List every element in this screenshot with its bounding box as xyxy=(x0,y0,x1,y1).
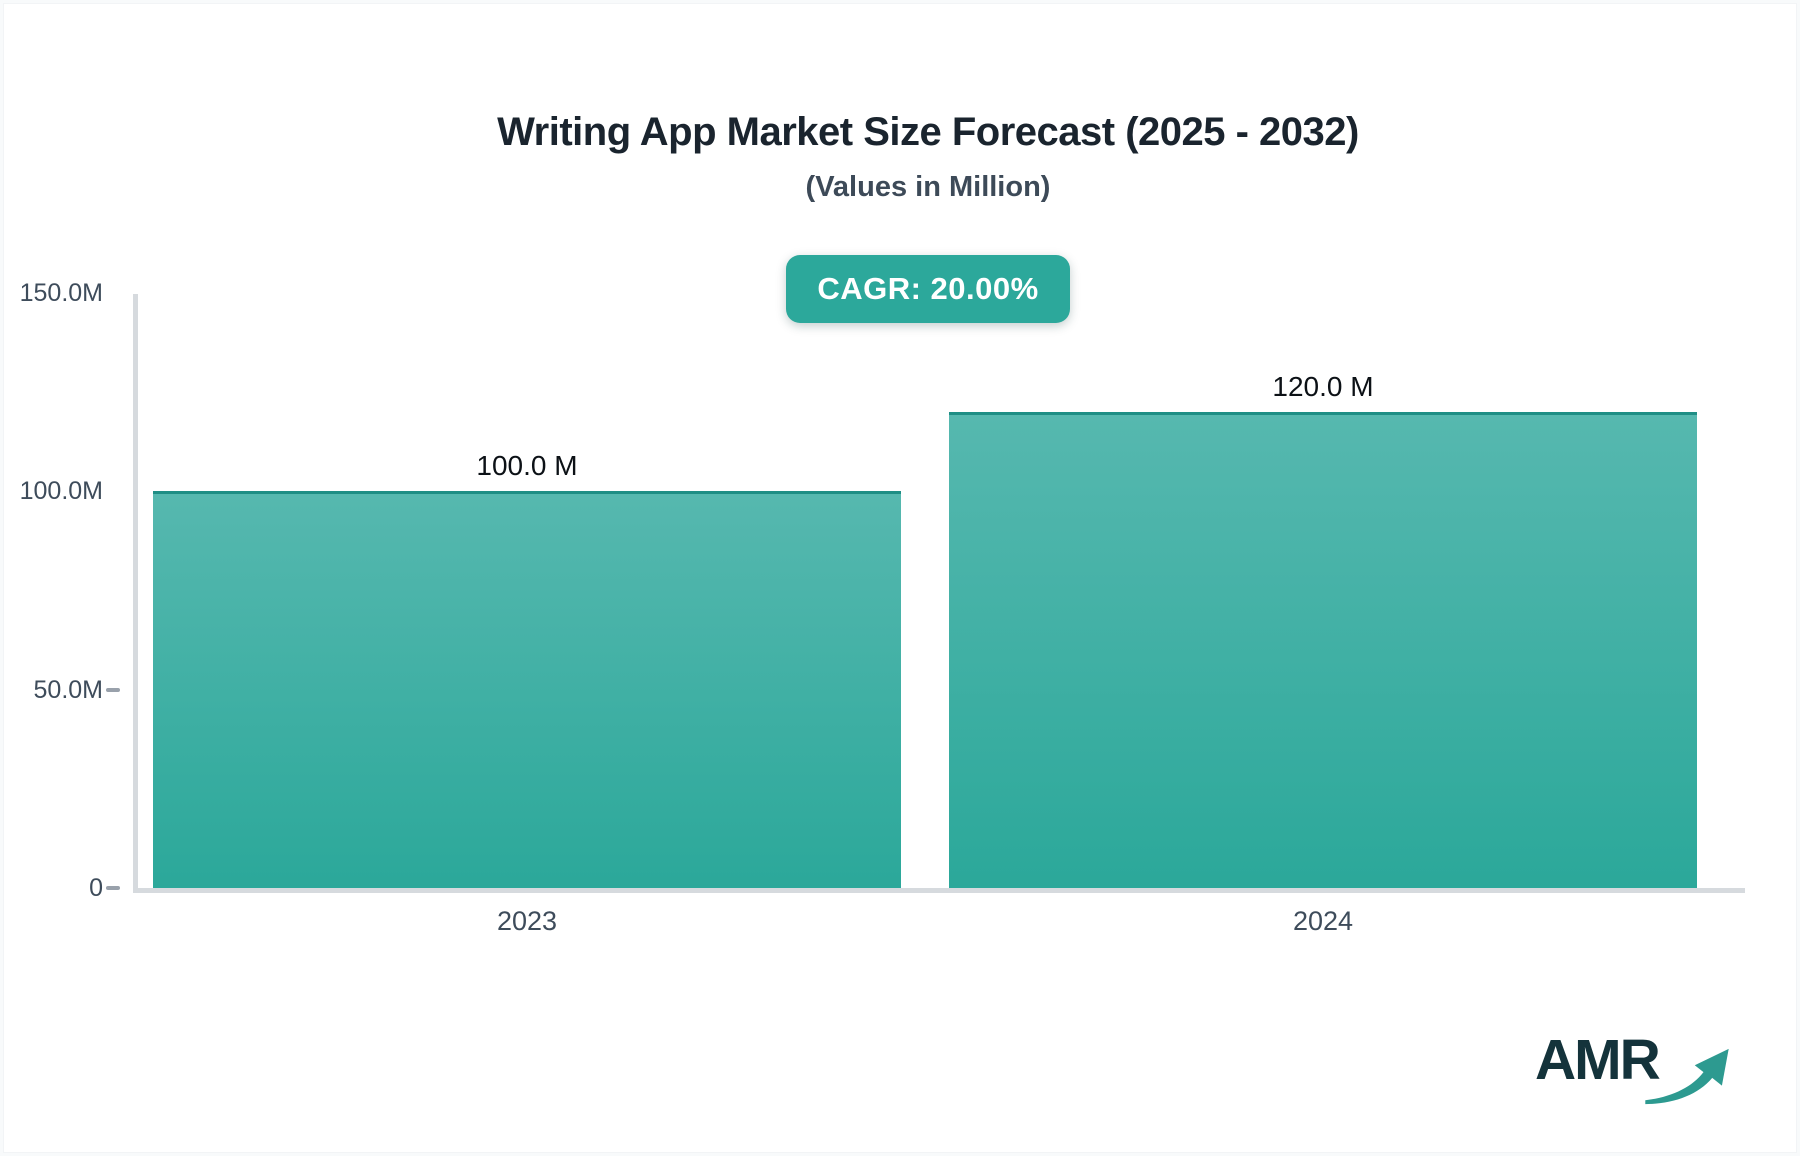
bar-value-label-2024: 120.0 M xyxy=(1272,371,1374,402)
bar-2023[interactable]: 100.0 M xyxy=(153,450,901,888)
y-axis-label: 50.0M xyxy=(33,675,103,704)
badge-row: CAGR: 20.00% xyxy=(3,255,1797,323)
chart-title: Writing App Market Size Forecast (2025 -… xyxy=(497,110,1359,154)
x-axis-line xyxy=(133,888,1745,893)
amr-logo: AMR xyxy=(1535,1029,1731,1107)
bar-2024[interactable]: 120.0 M xyxy=(949,371,1697,888)
bar-value-label-2023: 100.0 M xyxy=(476,450,578,481)
chart-subtitle: (Values in Million) xyxy=(805,171,1051,203)
y-axis-tick-mark xyxy=(106,886,120,890)
plot-area: 100.0 M 120.0 M 2023 2024 xyxy=(133,293,1753,936)
growth-arrow-icon xyxy=(1645,1048,1729,1105)
y-axis-line xyxy=(133,294,138,893)
cagr-badge: CAGR: 20.00% xyxy=(786,255,1070,323)
y-axis-label: 100.0M xyxy=(19,476,103,505)
x-axis-label-2023: 2023 xyxy=(496,906,558,936)
y-axis-tick-mark xyxy=(106,688,120,692)
y-axis-label: 150.0M xyxy=(19,278,103,307)
x-axis-label-2024: 2024 xyxy=(1292,906,1354,936)
y-axis-label: 0 xyxy=(89,873,103,902)
amr-logo-text: AMR xyxy=(1535,1028,1661,1092)
